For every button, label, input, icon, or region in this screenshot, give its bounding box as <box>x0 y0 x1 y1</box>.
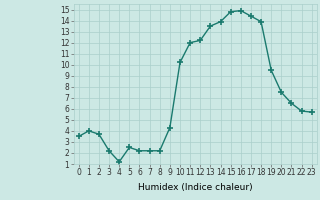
X-axis label: Humidex (Indice chaleur): Humidex (Indice chaleur) <box>138 183 252 192</box>
